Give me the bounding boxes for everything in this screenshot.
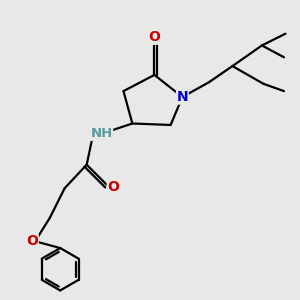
- Text: O: O: [107, 180, 119, 194]
- Text: O: O: [148, 30, 160, 44]
- Text: O: O: [26, 234, 38, 248]
- Text: NH: NH: [90, 127, 112, 140]
- Text: N: N: [177, 90, 188, 104]
